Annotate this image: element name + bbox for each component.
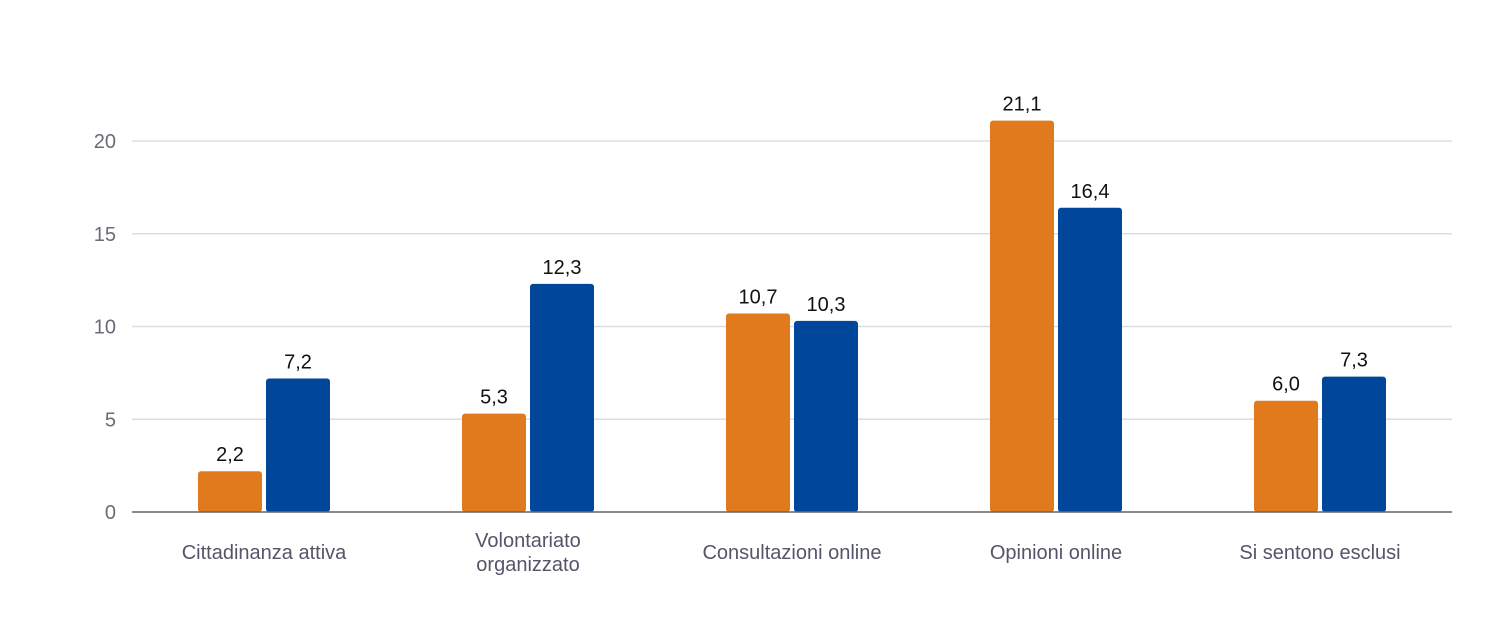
y-tick-label: 15 — [94, 224, 116, 246]
grid-layer — [132, 140, 1452, 420]
data-label: 10,7 — [739, 287, 778, 309]
y-tick-label: 0 — [105, 502, 116, 524]
bar-series-2-cat-2 — [530, 283, 594, 512]
bar-series-1-cat-1 — [198, 471, 262, 512]
x-tick-label: Cittadinanza attiva — [182, 542, 347, 564]
data-label: 7,3 — [1340, 350, 1368, 372]
bar-series-2-cat-4 — [1058, 207, 1122, 512]
labels-layer: 2,2 5,3 10,7 21,1 6,0 7,2 12,3 10,3 16,4 7,3 — [216, 94, 1368, 467]
bar-series-2-cat-3 — [794, 320, 858, 512]
data-label: 6,0 — [1272, 374, 1300, 396]
y-tick-label: 5 — [105, 409, 116, 431]
data-label: 16,4 — [1071, 181, 1110, 203]
data-label: 10,3 — [807, 294, 846, 316]
data-label: 21,1 — [1003, 94, 1042, 116]
x-tick-label: Opinioni online — [990, 542, 1122, 564]
y-tick-label: 10 — [94, 317, 116, 339]
bar-series-1-cat-2 — [462, 413, 526, 512]
data-label: 5,3 — [480, 387, 508, 409]
bar-series-2-cat-5 — [1322, 376, 1386, 512]
data-label: 2,2 — [216, 444, 244, 466]
x-tick-label: Volontariato — [475, 530, 581, 552]
bar-series-1-cat-4 — [990, 120, 1054, 512]
bar-series-1-cat-3 — [726, 313, 790, 512]
bar-series-1-cat-5 — [1254, 400, 1318, 512]
x-tick-label: Si sentono esclusi — [1239, 542, 1400, 564]
bars-layer — [198, 120, 1386, 512]
axis-layer: 0 5 10 15 20 Cittadinanza attiva Volontariatoo… — [94, 131, 1452, 576]
bar-series-2-cat-1 — [266, 378, 330, 512]
data-label: 7,2 — [284, 351, 312, 373]
x-tick-label: Consultazioni online — [702, 542, 881, 564]
x-tick-label: organizzato — [476, 554, 579, 576]
data-label: 12,3 — [543, 257, 582, 279]
y-tick-label: 20 — [94, 131, 116, 153]
